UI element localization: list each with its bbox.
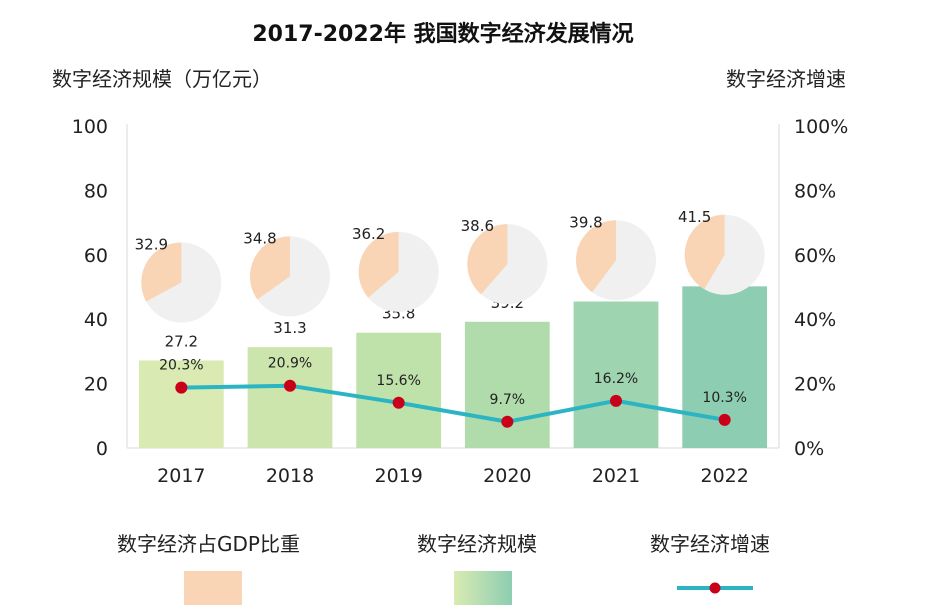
growth-value-label: 20.9% [268,356,312,372]
pie-slice [684,214,725,290]
pie-value-label: 32.9 [135,235,168,253]
bar-value-label: 31.3 [273,319,306,337]
growth-marker [392,396,405,409]
y-tick-label: 0 [96,438,108,460]
pie-value-label: 34.8 [243,229,276,247]
legend-swatch-scale [454,571,512,605]
pie-slice [141,242,182,302]
legend-label-growth: 数字经济增速 [650,532,770,556]
x-tick-label: 2019 [374,465,422,487]
x-tick-label: 2021 [592,465,640,487]
pie-slice [249,236,290,300]
y-tick-label: 100 [72,116,108,138]
pie-value-label: 38.6 [461,217,494,235]
growth-value-label: 9.7% [490,392,526,408]
growth-value-label: 20.3% [159,358,203,374]
y2-tick-label: 40% [794,309,836,331]
bar [464,321,550,448]
growth-value-label: 15.6% [376,373,420,389]
x-tick-label: 2018 [266,465,314,487]
growth-marker [718,413,731,426]
growth-value-label: 16.2% [594,371,638,387]
y2-tick-label: 80% [794,180,836,202]
legend-label-scale: 数字经济规模 [417,532,537,556]
legend-swatch-growth-marker [709,582,721,594]
x-tick-label: 2022 [700,465,748,487]
growth-marker [284,379,296,392]
y2-tick-label: 0% [794,438,824,460]
bar [356,332,442,448]
pie-slice [358,231,399,298]
bar [247,347,333,448]
y-tick-label: 40 [84,309,108,331]
growth-marker [610,394,622,407]
growth-marker [175,381,188,394]
chart-title: 2017-2022年 我国数字经济发展情况 [252,21,633,47]
legend-label-share: 数字经济占GDP比重 [117,532,300,556]
bar [138,360,224,448]
pie-slice [467,224,508,295]
y-tick-label: 60 [84,245,108,267]
y2-tick-label: 20% [794,374,836,396]
y2-tick-label: 100% [794,116,848,138]
bar-value-label: 27.2 [165,332,198,350]
pie-value-label: 41.5 [678,208,711,226]
pie-value-label: 39.8 [569,213,602,231]
growth-line [181,383,726,424]
y-tick-label: 20 [84,374,108,396]
growth-value-label: 10.3% [702,390,746,406]
y-axis-label: 数字经济规模（万亿元） [52,67,272,91]
y2-tick-label: 60% [794,245,836,267]
growth-marker [501,415,514,428]
y2-axis-label: 数字经济增速 [726,67,846,91]
pie-slice [576,220,616,293]
x-tick-label: 2017 [157,465,205,487]
bar [573,301,659,448]
pie-value-label: 36.2 [352,225,385,243]
y-tick-label: 80 [84,180,108,202]
x-tick-label: 2020 [483,465,531,487]
legend-swatch-share [184,571,242,605]
